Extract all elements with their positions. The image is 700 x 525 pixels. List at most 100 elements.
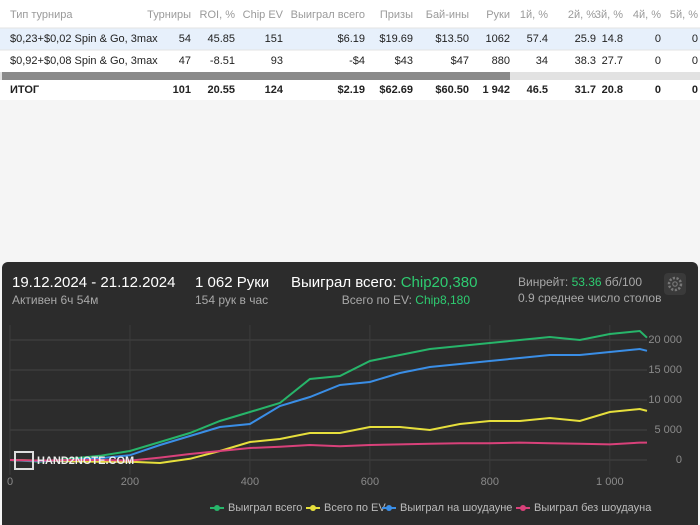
x-tick-label: 0 [7,476,13,488]
table-cell: $6.19 [337,33,365,45]
total-cell: 124 [265,84,284,96]
won-total: Выиграл всего: Chip20,380 [291,274,477,291]
table-cell: $47 [451,55,469,67]
total-cell: 20.55 [207,84,235,96]
active-time: Активен 6ч 54м [12,293,98,307]
total-cell: ИТОГ [10,84,40,96]
legend-label: Выиграл всего [228,502,302,514]
x-tick-label: 600 [361,476,379,488]
column-header: 2й, % [568,9,596,21]
series-line [9,441,647,462]
total-cell: $62.69 [379,84,413,96]
table-cell: 25.9 [575,33,596,45]
watermark: HAND2NOTE.COM [14,451,134,470]
won-label: Выиграл всего: [291,274,401,291]
logo [14,451,34,470]
y-tick-label: 20 000 [648,334,682,346]
winrate-value: 53.36 [572,275,602,289]
ev-value: Chip8,180 [415,293,470,307]
legend-dot [310,505,316,511]
legend-label: Всего по EV [324,502,386,514]
table-cell: 1062 [486,33,510,45]
winrate-unit: бб/100 [602,275,643,289]
ev-label: Всего по EV: [342,293,416,307]
y-tick-label: 0 [676,454,682,466]
column-header: 4й, % [633,9,661,21]
x-tick-label: 1 000 [596,476,624,488]
column-header: 1й, % [520,9,548,21]
winrate-label: Винрейт: [518,275,572,289]
y-tick-label: 10 000 [648,394,682,406]
series-line [9,329,648,463]
gear-hub[interactable] [672,281,678,287]
hands-per-hour: 154 рук в час [195,293,268,307]
chart-panel [2,262,698,525]
table-cell: 14.8 [602,33,623,45]
table-cell: -8.51 [210,55,235,67]
x-tick-label: 200 [121,476,139,488]
scrollbar-thumb[interactable] [2,72,510,80]
legend-dot [386,505,392,511]
total-cell: $60.50 [435,84,469,96]
total-cell: 101 [173,84,191,96]
table-cell: -$4 [349,55,365,67]
gear[interactable] [667,276,683,292]
table-cell: 38.3 [575,55,596,67]
y-tick-label: 15 000 [648,364,682,376]
table-cell: 151 [265,33,283,45]
table-cell: 27.7 [602,55,623,67]
table-cell: $0,23+$0,02 Spin & Go, 3max [10,33,158,45]
table-cell: $43 [395,55,413,67]
won-value: Chip20,380 [401,274,478,291]
row-highlight [0,28,700,50]
series-line [9,407,648,465]
total-cell: 20.8 [602,84,623,96]
legend-label: Выиграл без шоудауна [534,502,652,514]
settings-bg[interactable] [664,273,686,295]
table-cell: $0,92+$0,08 Spin & Go, 3max [10,55,158,67]
table-cell: $19.69 [379,33,413,45]
column-header: Призы [380,9,413,21]
table-cell: $13.50 [435,33,469,45]
total-cell: 1 942 [482,84,510,96]
legend-dot [520,505,526,511]
column-header: Бай-ины [426,9,469,21]
watermark-text: HAND2NOTE.COM [37,455,134,467]
settings-button[interactable] [664,273,686,295]
table-cell: 47 [179,55,191,67]
y-tick-label: 5 000 [654,424,682,436]
total-cell: 46.5 [527,84,548,96]
plot: 0 5 000 10 000 15 000 20 000 0 200 400 600 800 1 0… [7,325,682,488]
table-cell: 93 [271,55,283,67]
x-tick-label: 400 [241,476,259,488]
table-cell: 57.4 [527,33,548,45]
column-header: Руки [486,9,510,21]
column-header: Chip EV [243,9,284,21]
total-cell: 0 [655,84,661,96]
table-cell: 0 [655,55,661,67]
table-cell: 0 [692,33,698,45]
tables-avg: 0.9 среднее число столов [518,291,661,305]
ev-total: Всего по EV: Chip8,180 [342,293,471,307]
x-tick-label: 800 [481,476,499,488]
winrate: Винрейт: 53.36 бб/100 [518,275,642,289]
table-cell: 0 [692,55,698,67]
hands: 1 062 Руки [195,274,269,291]
column-header: Турниры [147,9,191,21]
column-header: Тип турнира [10,9,73,21]
legend-label: Выиграл на шоудауне [400,502,512,514]
total-cell: 31.7 [575,84,596,96]
total-cell: 0 [692,84,698,96]
table-cell: 45.85 [207,33,235,45]
table-cell: 34 [536,55,548,67]
legend-dot [214,505,220,511]
table-cell: 54 [179,33,191,45]
column-header: 5й, % [670,9,698,21]
date-range: 19.12.2024 - 21.12.2024 [12,274,175,291]
table-cell: 0 [655,33,661,45]
series-line [9,347,648,463]
total-cell: $2.19 [337,84,365,96]
column-header: Выиграл всего [291,9,365,21]
